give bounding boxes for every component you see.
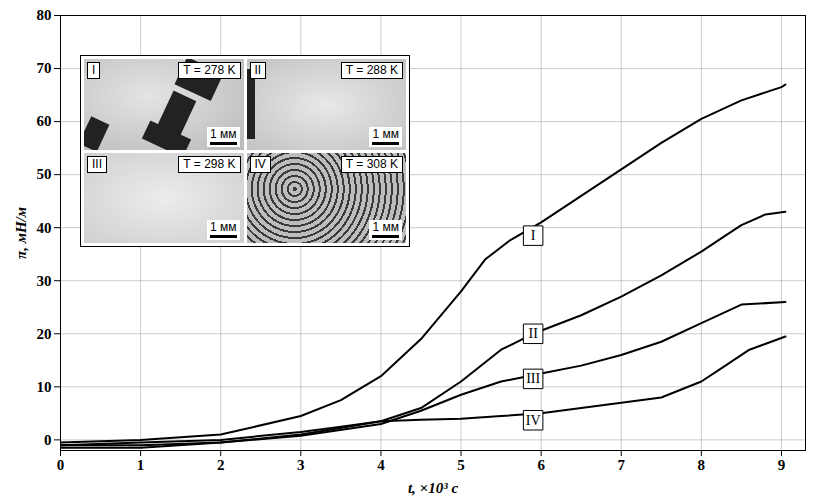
svg-text:70: 70 xyxy=(37,60,52,76)
svg-text:3: 3 xyxy=(297,457,305,473)
html-text:T = 278 K: T = 278 K xyxy=(183,63,236,77)
html-text:III: III xyxy=(92,156,102,171)
html-text:T = 288 K: T = 288 K xyxy=(345,63,398,77)
svg-text:8: 8 xyxy=(698,457,706,473)
svg-text:10: 10 xyxy=(37,379,52,395)
svg-text:4: 4 xyxy=(377,457,385,473)
svg-text:IV: IV xyxy=(526,413,541,428)
svg-text:t, ×10³ с: t, ×10³ с xyxy=(408,480,458,496)
svg-text:9: 9 xyxy=(778,457,786,473)
html-text:T = 298 K: T = 298 K xyxy=(183,156,236,171)
svg-text:6: 6 xyxy=(537,457,545,473)
html-text:1 мм: 1 мм xyxy=(210,126,237,141)
svg-text:5: 5 xyxy=(457,457,465,473)
html-text:1 мм: 1 мм xyxy=(372,126,399,141)
html-text:1 мм: 1 мм xyxy=(210,220,237,234)
svg-text:7: 7 xyxy=(618,457,626,473)
html-text:IV: IV xyxy=(254,156,266,171)
svg-text:20: 20 xyxy=(37,326,52,342)
html-text:I: I xyxy=(92,63,96,77)
svg-text:π, мН/м: π, мН/м xyxy=(13,207,29,259)
svg-text:50: 50 xyxy=(37,166,52,182)
svg-text:40: 40 xyxy=(37,219,52,235)
svg-text:0: 0 xyxy=(44,432,52,448)
svg-text:I: I xyxy=(531,228,536,243)
svg-text:80: 80 xyxy=(37,7,52,23)
html-text:II: II xyxy=(254,63,262,77)
svg-text:II: II xyxy=(528,326,538,341)
svg-text:60: 60 xyxy=(37,113,52,129)
svg-text:III: III xyxy=(526,371,540,386)
svg-text:2: 2 xyxy=(217,457,225,473)
svg-text:0: 0 xyxy=(57,457,65,473)
html-text:T = 308 K: T = 308 K xyxy=(345,156,398,171)
svg-text:30: 30 xyxy=(37,273,52,289)
html-text:1 мм: 1 мм xyxy=(372,220,399,234)
svg-text:1: 1 xyxy=(137,457,145,473)
